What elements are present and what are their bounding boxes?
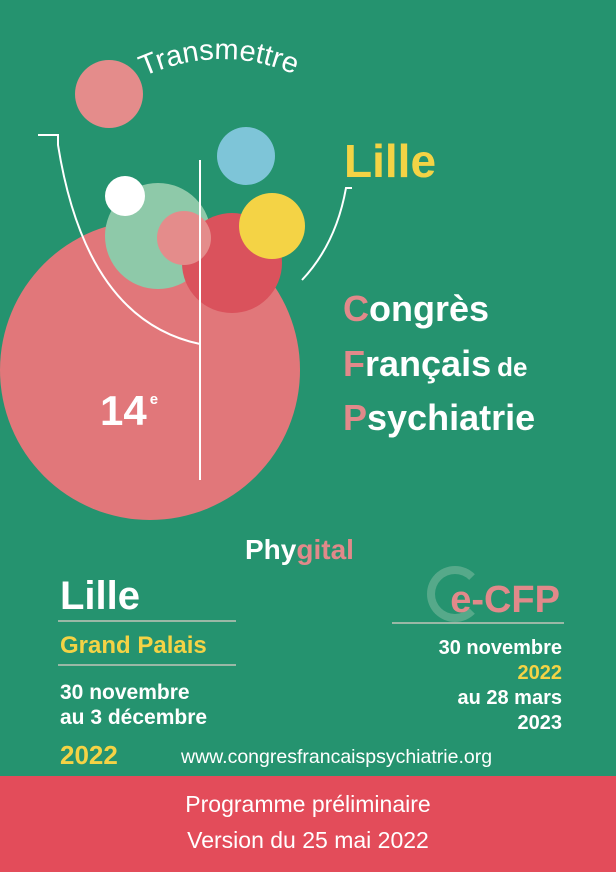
blue-circle	[217, 127, 275, 185]
edition-suffix: e	[149, 391, 159, 408]
divider-bottom	[58, 664, 236, 666]
online-dates: 30 novembre 2022 au 28 mars 2023	[439, 636, 562, 736]
onsite-dates-line-2: au 3 décembre	[60, 706, 208, 729]
onsite-city: Lille	[60, 574, 141, 618]
footer-line-2: Version du 25 mai 2022	[187, 827, 429, 853]
congress-line-1: Congrès	[343, 291, 489, 327]
onsite-dates-line-1: 30 novembre	[60, 681, 190, 704]
congress-word-3: sychiatrie	[367, 397, 536, 438]
edition-number: 14 e	[100, 390, 158, 432]
online-name: e-CFP	[450, 579, 560, 621]
divider-top	[58, 620, 236, 622]
congress-word-1: ongrès	[369, 288, 490, 329]
website-link[interactable]: www.congresfrancaispsychiatrie.org	[181, 746, 493, 768]
onsite-dates: 30 novembre au 3 décembre	[60, 680, 207, 730]
small-pink-circle	[157, 211, 211, 265]
format-label: Phygital	[245, 536, 354, 564]
footer-line-1: Programme préliminaire	[185, 791, 431, 817]
left-curve-line	[38, 134, 201, 345]
onsite-venue: Grand Palais	[60, 632, 207, 659]
decorative-artwork: Transmettre	[0, 34, 352, 520]
city-title: Lille	[344, 135, 437, 187]
online-dates-line-2: 2022	[517, 662, 563, 684]
format-part-2: gital	[296, 534, 354, 565]
divider-right	[392, 622, 564, 624]
online-dates-line-4: 2023	[517, 712, 563, 734]
onsite-year: 2022	[60, 740, 118, 770]
right-curve-line	[301, 187, 352, 281]
motto-arc-text: Transmettre	[134, 34, 303, 83]
initial-p: P	[343, 397, 368, 438]
edition-number-value: 14	[100, 387, 147, 434]
yellow-circle	[239, 193, 305, 259]
ecfp-swirl-mark	[427, 566, 483, 622]
online-dates-line-1: 30 novembre	[438, 637, 562, 659]
initial-c: C	[343, 288, 369, 329]
congress-word-2: rançais	[365, 343, 492, 384]
congress-word-de: de	[497, 352, 528, 382]
footer-banner: Programme préliminaire Version du 25 mai…	[0, 776, 616, 872]
top-pink-circle	[75, 60, 143, 128]
congress-line-3: Psychiatrie	[343, 400, 535, 436]
initial-f: F	[343, 343, 365, 384]
congress-line-2: Français de	[343, 346, 527, 382]
white-circle	[105, 176, 145, 216]
format-part-1: Phy	[245, 534, 297, 565]
online-dates-line-3: au 28 mars	[457, 687, 562, 709]
